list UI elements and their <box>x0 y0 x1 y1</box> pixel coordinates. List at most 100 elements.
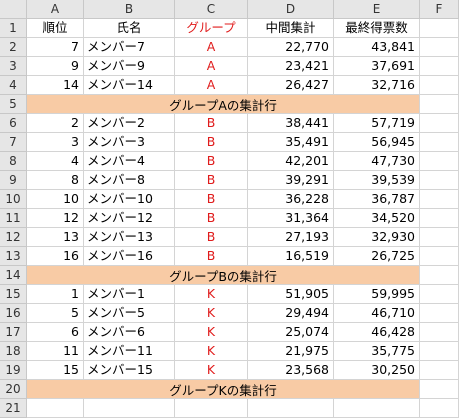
mid-total-cell[interactable]: 39,291 <box>248 171 334 190</box>
name-cell[interactable]: メンバー9 <box>84 57 175 76</box>
cell[interactable] <box>420 133 459 152</box>
cell[interactable] <box>420 380 459 399</box>
final-votes-cell[interactable]: 32,716 <box>334 76 420 95</box>
cell[interactable] <box>420 171 459 190</box>
row-header[interactable]: 13 <box>0 247 27 266</box>
name-cell[interactable]: メンバー6 <box>84 323 175 342</box>
group-cell[interactable]: K <box>175 323 248 342</box>
row-header[interactable]: 12 <box>0 228 27 247</box>
group-cell[interactable]: B <box>175 133 248 152</box>
rank-cell[interactable]: 10 <box>27 190 84 209</box>
group-cell[interactable]: B <box>175 152 248 171</box>
cell[interactable] <box>420 304 459 323</box>
group-cell[interactable]: K <box>175 342 248 361</box>
final-votes-cell[interactable]: 47,730 <box>334 152 420 171</box>
row-header[interactable]: 1 <box>0 19 27 38</box>
header-cell-name[interactable]: 氏名 <box>84 19 175 38</box>
rank-cell[interactable]: 7 <box>27 38 84 57</box>
mid-total-cell[interactable]: 29,494 <box>248 304 334 323</box>
mid-total-cell[interactable]: 31,364 <box>248 209 334 228</box>
name-cell[interactable] <box>84 399 175 418</box>
mid-total-cell[interactable]: 27,193 <box>248 228 334 247</box>
name-cell[interactable]: メンバー15 <box>84 361 175 380</box>
cell[interactable] <box>420 38 459 57</box>
rank-cell[interactable]: 13 <box>27 228 84 247</box>
rank-cell[interactable]: 6 <box>27 323 84 342</box>
name-cell[interactable]: メンバー2 <box>84 114 175 133</box>
row-header[interactable]: 11 <box>0 209 27 228</box>
row-header[interactable]: 17 <box>0 323 27 342</box>
mid-total-cell[interactable]: 36,228 <box>248 190 334 209</box>
name-cell[interactable]: メンバー16 <box>84 247 175 266</box>
cell[interactable] <box>420 114 459 133</box>
name-cell[interactable]: メンバー10 <box>84 190 175 209</box>
row-header[interactable]: 20 <box>0 380 27 399</box>
header-cell-rank[interactable]: 順位 <box>27 19 84 38</box>
cell[interactable] <box>420 95 459 114</box>
mid-total-cell[interactable]: 51,905 <box>248 285 334 304</box>
group-cell[interactable]: A <box>175 38 248 57</box>
name-cell[interactable]: メンバー8 <box>84 171 175 190</box>
rank-cell[interactable]: 5 <box>27 304 84 323</box>
cell[interactable] <box>420 342 459 361</box>
final-votes-cell[interactable]: 34,520 <box>334 209 420 228</box>
header-cell-mid[interactable]: 中間集計 <box>248 19 334 38</box>
row-header[interactable]: 7 <box>0 133 27 152</box>
row-header[interactable]: 10 <box>0 190 27 209</box>
row-header[interactable]: 5 <box>0 95 27 114</box>
mid-total-cell[interactable]: 38,441 <box>248 114 334 133</box>
group-cell[interactable]: A <box>175 57 248 76</box>
row-header[interactable]: 9 <box>0 171 27 190</box>
rank-cell[interactable] <box>27 399 84 418</box>
cell[interactable] <box>420 57 459 76</box>
row-header[interactable]: 14 <box>0 266 27 285</box>
column-header-b[interactable]: B <box>84 0 175 19</box>
cell[interactable] <box>420 19 459 38</box>
final-votes-cell[interactable]: 46,428 <box>334 323 420 342</box>
group-cell[interactable]: A <box>175 76 248 95</box>
row-header[interactable]: 15 <box>0 285 27 304</box>
row-header[interactable]: 18 <box>0 342 27 361</box>
row-header[interactable]: 19 <box>0 361 27 380</box>
column-header-c[interactable]: C <box>175 0 248 19</box>
group-summary-row[interactable]: グループBの集計行 <box>27 266 420 285</box>
rank-cell[interactable]: 12 <box>27 209 84 228</box>
select-all-corner[interactable] <box>0 0 27 19</box>
row-header[interactable]: 16 <box>0 304 27 323</box>
group-cell[interactable]: K <box>175 285 248 304</box>
cell[interactable] <box>420 266 459 285</box>
rank-cell[interactable]: 16 <box>27 247 84 266</box>
final-votes-cell[interactable] <box>334 399 420 418</box>
final-votes-cell[interactable]: 43,841 <box>334 38 420 57</box>
rank-cell[interactable]: 3 <box>27 133 84 152</box>
row-header[interactable]: 6 <box>0 114 27 133</box>
final-votes-cell[interactable]: 37,691 <box>334 57 420 76</box>
cell[interactable] <box>420 399 459 418</box>
rank-cell[interactable]: 2 <box>27 114 84 133</box>
group-cell[interactable]: B <box>175 228 248 247</box>
cell[interactable] <box>420 76 459 95</box>
final-votes-cell[interactable]: 39,539 <box>334 171 420 190</box>
row-header[interactable]: 2 <box>0 38 27 57</box>
cell[interactable] <box>420 361 459 380</box>
name-cell[interactable]: メンバー12 <box>84 209 175 228</box>
group-cell[interactable]: B <box>175 247 248 266</box>
rank-cell[interactable]: 9 <box>27 57 84 76</box>
mid-total-cell[interactable]: 26,427 <box>248 76 334 95</box>
rank-cell[interactable]: 4 <box>27 152 84 171</box>
name-cell[interactable]: メンバー7 <box>84 38 175 57</box>
column-header-f[interactable]: F <box>420 0 459 19</box>
mid-total-cell[interactable]: 23,568 <box>248 361 334 380</box>
rank-cell[interactable]: 8 <box>27 171 84 190</box>
header-cell-final[interactable]: 最終得票数 <box>334 19 420 38</box>
mid-total-cell[interactable] <box>248 399 334 418</box>
name-cell[interactable]: メンバー14 <box>84 76 175 95</box>
header-cell-group[interactable]: グループ <box>175 19 248 38</box>
final-votes-cell[interactable]: 32,930 <box>334 228 420 247</box>
name-cell[interactable]: メンバー5 <box>84 304 175 323</box>
cell[interactable] <box>420 228 459 247</box>
final-votes-cell[interactable]: 36,787 <box>334 190 420 209</box>
final-votes-cell[interactable]: 56,945 <box>334 133 420 152</box>
final-votes-cell[interactable]: 26,725 <box>334 247 420 266</box>
